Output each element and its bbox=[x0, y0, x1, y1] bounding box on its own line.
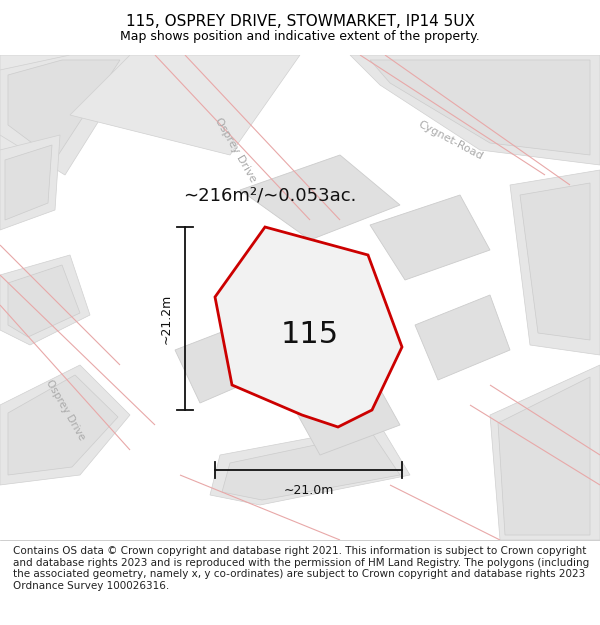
Polygon shape bbox=[0, 255, 90, 345]
Text: ∼216m²/∼0.053ac.: ∼216m²/∼0.053ac. bbox=[184, 186, 356, 204]
Polygon shape bbox=[8, 60, 120, 160]
Polygon shape bbox=[215, 227, 402, 427]
Polygon shape bbox=[520, 183, 590, 340]
Polygon shape bbox=[8, 265, 80, 337]
Polygon shape bbox=[370, 60, 590, 155]
Polygon shape bbox=[0, 55, 140, 175]
Polygon shape bbox=[70, 55, 300, 155]
Polygon shape bbox=[510, 170, 600, 355]
Polygon shape bbox=[350, 55, 600, 165]
Text: Map shows position and indicative extent of the property.: Map shows position and indicative extent… bbox=[120, 30, 480, 43]
Text: Osprey Drive: Osprey Drive bbox=[212, 116, 257, 184]
Polygon shape bbox=[498, 377, 590, 535]
Text: 115: 115 bbox=[281, 321, 339, 349]
Polygon shape bbox=[210, 425, 410, 505]
Text: Cygnet-Road: Cygnet-Road bbox=[416, 119, 484, 161]
Text: Contains OS data © Crown copyright and database right 2021. This information is : Contains OS data © Crown copyright and d… bbox=[13, 546, 589, 591]
Polygon shape bbox=[222, 433, 400, 500]
Polygon shape bbox=[370, 195, 490, 280]
Polygon shape bbox=[415, 295, 510, 380]
Polygon shape bbox=[0, 55, 100, 175]
Polygon shape bbox=[295, 380, 400, 455]
Polygon shape bbox=[240, 155, 400, 240]
Text: 115, OSPREY DRIVE, STOWMARKET, IP14 5UX: 115, OSPREY DRIVE, STOWMARKET, IP14 5UX bbox=[125, 14, 475, 29]
Polygon shape bbox=[0, 55, 100, 185]
Polygon shape bbox=[175, 323, 265, 403]
Polygon shape bbox=[5, 145, 52, 220]
Text: ∼21.2m: ∼21.2m bbox=[160, 293, 173, 344]
Polygon shape bbox=[8, 375, 118, 475]
Polygon shape bbox=[490, 365, 600, 540]
Polygon shape bbox=[0, 135, 60, 230]
Text: ∼21.0m: ∼21.0m bbox=[283, 484, 334, 497]
Text: Osprey Drive: Osprey Drive bbox=[44, 378, 86, 442]
Polygon shape bbox=[0, 365, 130, 485]
